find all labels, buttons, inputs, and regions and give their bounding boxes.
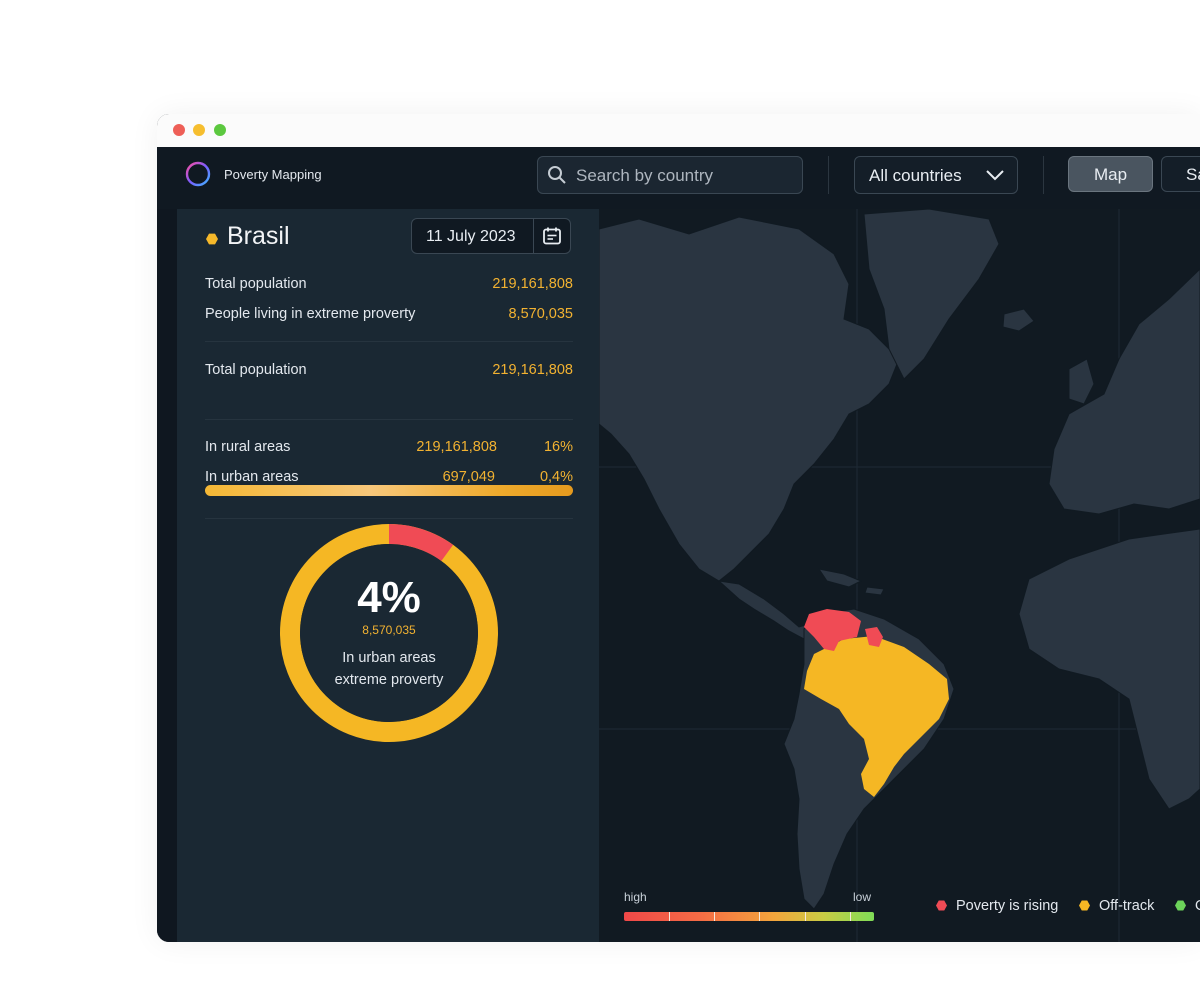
search-box[interactable] xyxy=(537,156,803,195)
app-window: Poverty Mapping All countries Map Sa Bra… xyxy=(157,114,1200,942)
stat-value: 219,161,808 xyxy=(492,362,573,378)
close-window-button[interactable] xyxy=(173,124,185,136)
country-status-hex-icon xyxy=(206,233,218,245)
stat-value: 219,161,808 xyxy=(492,276,573,292)
window-titlebar xyxy=(157,114,1200,147)
search-icon xyxy=(548,166,566,184)
app-header: Poverty Mapping All countries Map Sa xyxy=(157,147,1200,209)
legend-hex-icon xyxy=(1079,900,1090,911)
donut-caption-line2: extreme proverty xyxy=(334,672,444,688)
scale-high-label: high xyxy=(624,890,647,904)
map-canvas[interactable] xyxy=(599,209,1200,942)
uk-landmass xyxy=(1068,358,1095,405)
map-view-button[interactable]: Map xyxy=(1068,156,1153,192)
country-name: Brasil xyxy=(227,222,290,250)
stat-label: In urban areas xyxy=(205,469,299,485)
stat-percent: 16% xyxy=(543,439,573,455)
scale-tick xyxy=(759,912,760,921)
country-filter-label: All countries xyxy=(869,166,962,185)
legend-on-track: O xyxy=(1175,898,1200,914)
world-map[interactable]: high low Poverty is rising Off-track O xyxy=(599,209,1200,942)
poverty-color-scale xyxy=(624,912,874,921)
section-divider xyxy=(205,518,573,519)
population-progress-bar xyxy=(205,485,573,496)
donut-count: 8,570,035 xyxy=(362,623,416,637)
section-divider xyxy=(205,341,573,342)
minimize-window-button[interactable] xyxy=(193,124,205,136)
stat-value: 8,570,035 xyxy=(508,306,573,322)
stat-label: Total population xyxy=(205,276,307,292)
panel-edge xyxy=(157,209,177,942)
search-input[interactable] xyxy=(574,157,798,195)
legend-hex-icon xyxy=(1175,900,1186,911)
legend-label: Off-track xyxy=(1099,898,1155,914)
donut-caption-line1: In urban areas xyxy=(342,650,436,666)
country-filter-dropdown[interactable]: All countries xyxy=(854,156,1018,194)
legend-hex-icon xyxy=(936,900,947,911)
iceland-landmass xyxy=(1002,308,1035,332)
date-picker[interactable]: 11 July 2023 xyxy=(411,218,571,254)
stat-percent: 0,4% xyxy=(539,469,573,485)
highlighted-countries xyxy=(804,609,949,797)
legend-label: Poverty is rising xyxy=(956,898,1059,914)
maximize-window-button[interactable] xyxy=(214,124,226,136)
header-divider xyxy=(828,156,829,194)
header-divider xyxy=(1043,156,1044,194)
poverty-donut-chart: 4% 8,570,035 In urban areas extreme prov… xyxy=(277,521,501,745)
app-logo-icon xyxy=(185,161,211,187)
stat-count: 697,049 xyxy=(442,469,495,485)
central-america-landmass xyxy=(717,580,815,640)
legend-off-track: Off-track xyxy=(1079,898,1154,914)
guyana-region xyxy=(865,627,883,647)
north-america-landmass xyxy=(599,216,900,582)
brazil-region xyxy=(804,636,949,797)
date-value: 11 July 2023 xyxy=(426,228,516,245)
calendar-icon xyxy=(543,227,561,245)
section-divider xyxy=(205,419,573,420)
stat-label: In rural areas xyxy=(205,439,291,455)
country-details-panel: Brasil 11 July 2023 Total population 219… xyxy=(177,209,599,942)
satellite-view-button[interactable]: Sa xyxy=(1161,156,1200,192)
legend-poverty-rising: Poverty is rising xyxy=(936,898,1058,914)
scale-tick xyxy=(850,912,851,921)
stat-label: People living in extreme proverty xyxy=(205,306,416,322)
donut-center xyxy=(300,544,478,722)
scale-low-label: low xyxy=(853,890,872,904)
legend-label: O xyxy=(1195,898,1200,914)
scale-tick xyxy=(805,912,806,921)
scale-tick xyxy=(669,912,670,921)
scale-tick xyxy=(714,912,715,921)
africa-landmass xyxy=(1018,528,1200,810)
stat-label: Total population xyxy=(205,362,307,378)
venezuela-region xyxy=(804,609,861,651)
stat-count: 219,161,808 xyxy=(416,439,497,455)
greenland-landmass xyxy=(863,209,1000,380)
donut-percent: 4% xyxy=(357,573,421,622)
chevron-down-icon xyxy=(986,170,1004,181)
europe-landmass xyxy=(1048,268,1200,515)
donut-highlight-arc xyxy=(280,524,498,742)
calendar-button[interactable] xyxy=(533,219,570,253)
app-title: Poverty Mapping xyxy=(224,167,322,182)
caribbean-islands xyxy=(817,568,885,596)
